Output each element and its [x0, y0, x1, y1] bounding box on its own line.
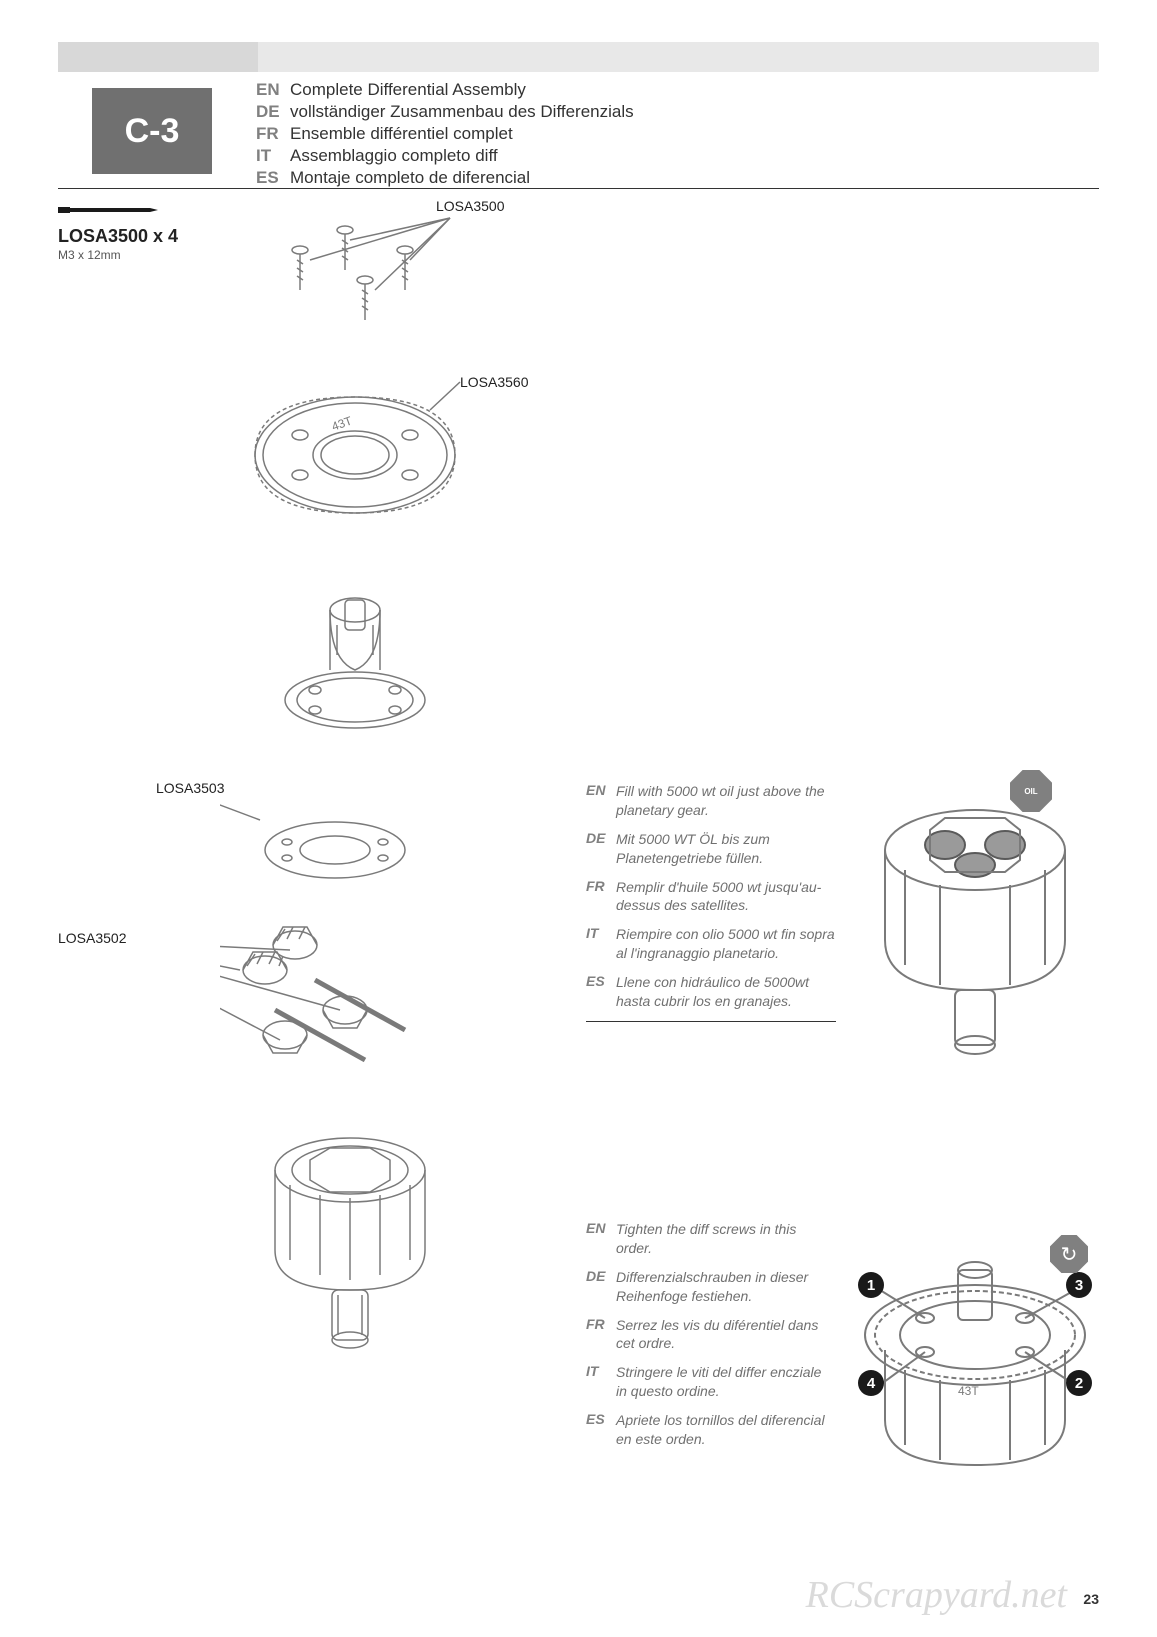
screw-order-3: 3: [1066, 1272, 1092, 1298]
lang-code: ES: [256, 168, 290, 188]
screw-order-2: 2: [1066, 1370, 1092, 1396]
instr-text: Differenzialschrauben in dieser Reihenfo…: [616, 1268, 836, 1306]
instructions-tighten: ENTighten the diff screws in this order.…: [586, 1220, 836, 1459]
exploded-diagram: 43T: [220, 210, 570, 1410]
instr-row: ITRiempire con olio 5000 wt fin sopra al…: [586, 925, 836, 963]
instr-row: DEDifferenzialschrauben in dieser Reihen…: [586, 1268, 836, 1306]
title-row: ITAssemblaggio completo diff: [256, 146, 634, 166]
instr-row: FRRemplir d'huile 5000 wt jusqu'au-dessu…: [586, 878, 836, 916]
instr-text: Tighten the diff screws in this order.: [616, 1220, 836, 1258]
page-number: 23: [1083, 1591, 1099, 1607]
title-text: Ensemble différentiel complet: [290, 124, 513, 144]
watermark: RCScrapyard.net: [806, 1573, 1067, 1617]
lang-code: EN: [256, 80, 290, 100]
title-text: vollständiger Zusammenbau des Differenzi…: [290, 102, 634, 122]
oil-label: OIL: [1024, 787, 1037, 796]
instr-text: Mit 5000 WT ÖL bis zum Planetengetriebe …: [616, 830, 836, 868]
callout-gasket: LOSA3503: [156, 780, 225, 796]
divider: [58, 188, 1099, 189]
instructions-oil: ENFill with 5000 wt oil just above the p…: [586, 782, 836, 1032]
title-block: ENComplete Differential Assembly DEvolls…: [256, 80, 634, 190]
oil-fill-diagram: [860, 790, 1090, 1070]
lang-code: EN: [586, 782, 616, 820]
assembled-diff-diagram: 43T: [850, 1240, 1100, 1530]
svg-text:43T: 43T: [958, 1384, 979, 1398]
step-badge: C-3: [92, 88, 212, 174]
hardware-label: LOSA3500 x 4: [58, 226, 178, 247]
lang-code: ES: [586, 973, 616, 1011]
title-text: Complete Differential Assembly: [290, 80, 526, 100]
instr-text: Serrez les vis du diférentiel dans cet o…: [616, 1316, 836, 1354]
instr-row: DEMit 5000 WT ÖL bis zum Planetengetrieb…: [586, 830, 836, 868]
title-text: Montaje completo de diferencial: [290, 168, 530, 188]
instr-row: FRSerrez les vis du diférentiel dans cet…: [586, 1316, 836, 1354]
header-tab: [58, 42, 258, 72]
instr-row: ENFill with 5000 wt oil just above the p…: [586, 782, 836, 820]
lang-code: FR: [256, 124, 290, 144]
title-row: FREnsemble différentiel complet: [256, 124, 634, 144]
screw-icon: [58, 200, 168, 220]
instr-text: Stringere le viti del differ encziale in…: [616, 1363, 836, 1401]
instr-row: ESApriete los tornillos del diferencial …: [586, 1411, 836, 1449]
lang-code: EN: [586, 1220, 616, 1258]
instr-text: Llene con hidráulico de 5000wt hasta cub…: [616, 973, 836, 1011]
instr-text: Remplir d'huile 5000 wt jusqu'au-dessus …: [616, 878, 836, 916]
title-text: Assemblaggio completo diff: [290, 146, 498, 166]
title-row: DEvollständiger Zusammenbau des Differen…: [256, 102, 634, 122]
screw-order-1: 1: [858, 1272, 884, 1298]
divider: [586, 1021, 836, 1022]
lang-code: ES: [586, 1411, 616, 1449]
lang-code: DE: [256, 102, 290, 122]
lang-code: DE: [586, 1268, 616, 1306]
lang-code: DE: [586, 830, 616, 868]
lang-code: IT: [586, 925, 616, 963]
instr-text: Riempire con olio 5000 wt fin sopra al l…: [616, 925, 836, 963]
lang-code: FR: [586, 878, 616, 916]
instr-row: ENTighten the diff screws in this order.: [586, 1220, 836, 1258]
hardware-spec: M3 x 12mm: [58, 248, 121, 262]
lang-code: IT: [586, 1363, 616, 1401]
lang-code: FR: [586, 1316, 616, 1354]
title-row: ENComplete Differential Assembly: [256, 80, 634, 100]
lang-code: IT: [256, 146, 290, 166]
instr-text: Apriete los tornillos del diferencial en…: [616, 1411, 836, 1449]
screw-order-4: 4: [858, 1370, 884, 1396]
instr-row: ITStringere le viti del differ encziale …: [586, 1363, 836, 1401]
callout-bevels: LOSA3502: [58, 930, 127, 946]
instr-text: Fill with 5000 wt oil just above the pla…: [616, 782, 836, 820]
instr-row: ESLlene con hidráulico de 5000wt hasta c…: [586, 973, 836, 1011]
title-row: ESMontaje completo de diferencial: [256, 168, 634, 188]
